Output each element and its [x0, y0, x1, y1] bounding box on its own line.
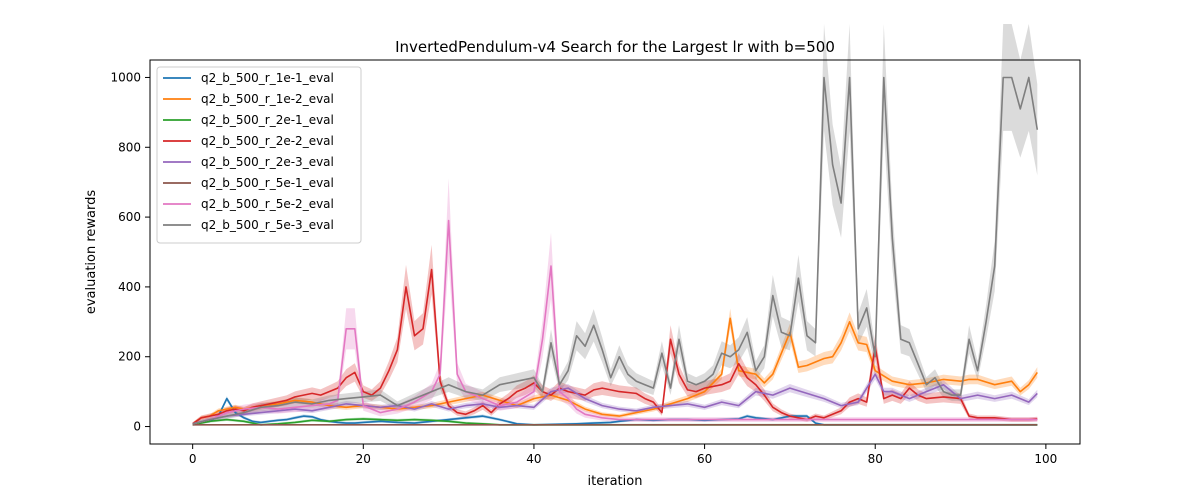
y-axis-label: evaluation rewards: [84, 190, 99, 315]
plot-frame: [149, 59, 1081, 445]
chart-title: InvertedPendulum-v4 Search for the Large…: [395, 38, 835, 56]
series-line: [192, 397, 1038, 426]
x-axis-ticks: 0 20 40 60 80 100: [189, 444, 1057, 466]
legend-label: q2_b_500_r_5e-2_eval: [201, 197, 334, 211]
series-line: [192, 76, 1039, 425]
y-tick-label: 200: [118, 350, 141, 364]
series-lines: [192, 76, 1039, 426]
legend-label: q2_b_500_r_2e-2_eval: [201, 134, 334, 148]
series-line: [192, 373, 1038, 425]
legend-label: q2_b_500_r_1e-2_eval: [201, 92, 334, 106]
legend-label: q2_b_500_r_5e-1_eval: [201, 176, 334, 190]
series-line: [192, 268, 1038, 425]
x-tick-label: 80: [868, 452, 883, 466]
legend: q2_b_500_r_1e-1_eval q2_b_500_r_1e-2_eval…: [156, 66, 362, 244]
legend-box: [156, 66, 362, 244]
y-tick-label: 0: [133, 420, 141, 434]
y-tick-label: 600: [118, 210, 141, 224]
y-tick-label: 400: [118, 280, 141, 294]
series-band: [192, 244, 1038, 426]
x-tick-label: 40: [526, 452, 541, 466]
legend-label: q2_b_500_r_2e-1_eval: [201, 113, 334, 127]
series-line: [192, 219, 1038, 425]
y-tick-label: 1000: [110, 70, 141, 84]
x-axis-label: iteration: [588, 474, 643, 489]
y-tick-label: 800: [118, 140, 141, 154]
legend-label: q2_b_500_r_2e-3_eval: [201, 155, 334, 169]
x-tick-label: 60: [697, 452, 712, 466]
legend-label: q2_b_500_r_5e-3_eval: [201, 218, 334, 232]
x-tick-label: 100: [1034, 452, 1057, 466]
series-band: [192, 24, 1038, 426]
x-tick-label: 0: [189, 452, 197, 466]
x-tick-label: 20: [356, 452, 371, 466]
legend-label: q2_b_500_r_1e-1_eval: [201, 71, 334, 85]
y-axis-ticks: 0 200 400 600 800 1000: [110, 70, 150, 434]
